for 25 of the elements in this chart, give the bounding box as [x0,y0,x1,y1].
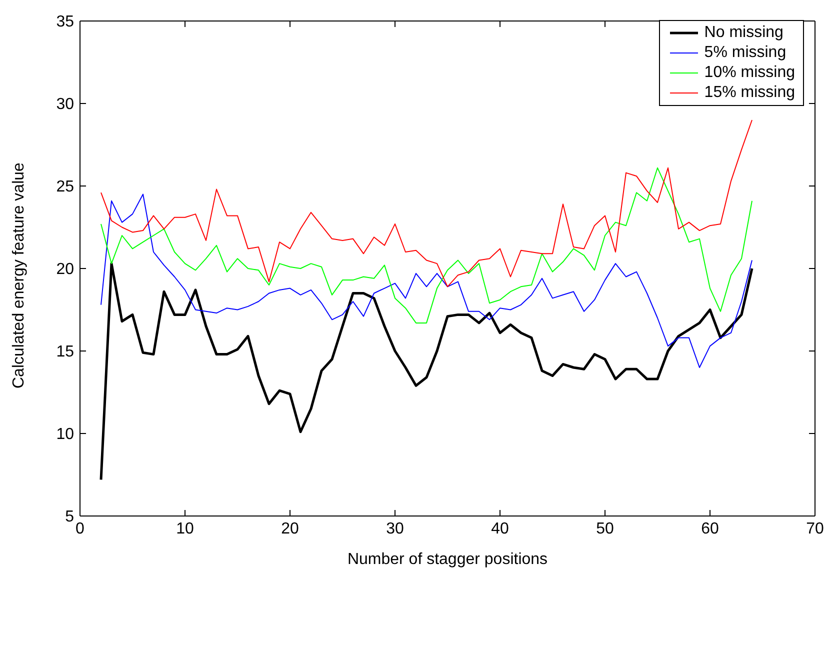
line-series [100,167,752,324]
y-axis-title: Calculated energy feature value [10,162,28,388]
y-tick-label: 35 [56,14,74,31]
x-tick-label: 0 [76,520,85,538]
x-tick-label: 50 [596,520,614,538]
x-tick-label: 10 [176,520,194,538]
y-tick-label: 15 [56,344,74,361]
line-series [100,120,752,288]
x-axis-title: Number of stagger positions [347,551,548,568]
y-tick-label: 30 [56,96,74,114]
y-tick-label: 10 [56,426,74,444]
x-tick-label: 40 [491,520,509,538]
legend-label: No missing [704,23,784,43]
y-tick-label: 20 [56,261,74,278]
x-tick-label: 70 [806,520,824,538]
line-series [100,262,754,481]
legend-label: 15% missing [704,83,795,103]
y-tick-label: 5 [65,508,74,526]
legend-label: 5% missing [704,43,786,63]
x-tick-label: 20 [281,520,299,538]
x-tick-label: 30 [386,520,404,538]
legend-label: 10% missing [704,63,795,83]
y-tick-label: 25 [56,178,74,196]
x-tick-label: 60 [701,520,719,538]
line-series [100,194,752,368]
